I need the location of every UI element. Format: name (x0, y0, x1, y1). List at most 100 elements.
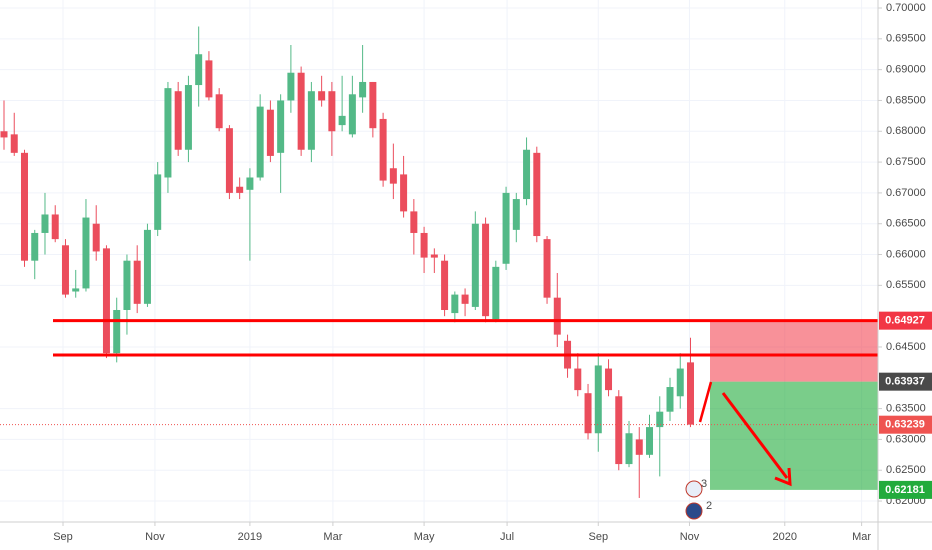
candle-body (420, 232, 428, 258)
candle-body (164, 88, 172, 178)
candle-body (266, 109, 274, 156)
candle-body (225, 128, 233, 193)
candle-body (492, 266, 500, 320)
x-tick-label: Nov (680, 531, 700, 543)
price-tag-label: 0.63239 (885, 419, 925, 431)
candle-body (369, 81, 377, 129)
candle-body (553, 297, 561, 335)
candle-body (51, 214, 59, 240)
candles (0, 26, 694, 498)
y-tick-label: 0.68000 (886, 125, 926, 137)
y-tick-label: 0.69500 (886, 33, 926, 45)
price-tag-label: 0.64927 (885, 315, 925, 327)
price-tag-label: 0.63937 (885, 376, 925, 388)
candle-body (236, 186, 244, 193)
candle-body (102, 248, 110, 354)
price-tag (879, 480, 932, 499)
y-tick-label: 0.66500 (886, 218, 926, 230)
candle-body (686, 362, 694, 425)
x-tick-label: Sep (53, 531, 73, 543)
candle-body (72, 288, 80, 292)
candle-body (533, 152, 541, 237)
event-count: 2 (706, 500, 712, 512)
candle-body (543, 239, 551, 298)
candle-body (482, 223, 490, 317)
x-tick-label: Nov (145, 531, 165, 543)
candle-body (277, 100, 285, 153)
candle-body (143, 229, 151, 304)
candle-body (400, 174, 408, 212)
x-tick-label: Sep (588, 531, 608, 543)
x-tick-label: Jul (500, 531, 514, 543)
candle-body (615, 396, 623, 465)
y-tick-label: 0.67500 (886, 156, 926, 168)
candle-body (389, 168, 397, 184)
candle-body (205, 60, 213, 98)
candle-body (0, 131, 8, 138)
candle-body (318, 91, 326, 101)
y-tick-label: 0.64500 (886, 341, 926, 353)
candle-body (287, 72, 295, 101)
price-tag (879, 311, 932, 330)
candle-body (523, 149, 531, 200)
x-tick-label: 2020 (773, 531, 797, 543)
arrow-head (774, 467, 792, 487)
candle-body (656, 411, 664, 428)
candle-body (92, 223, 100, 252)
candle-body (635, 439, 643, 455)
candle-body (41, 214, 49, 233)
candle-body (625, 433, 633, 465)
candle-body (451, 294, 459, 314)
x-tick-label: Mar (323, 531, 342, 543)
candle-body (20, 152, 28, 261)
candle-body (174, 91, 182, 150)
candle-body (646, 427, 654, 455)
candle-body (605, 368, 613, 391)
target-zone (710, 381, 878, 490)
candle-body (379, 118, 387, 181)
candle-body (297, 72, 305, 150)
candle-body (666, 387, 674, 412)
candle-body (410, 211, 418, 233)
price-tag-label: 0.62181 (885, 484, 925, 496)
candle-body (512, 199, 520, 230)
x-tick-label: 2019 (238, 531, 262, 543)
y-tick-label: 0.62500 (886, 464, 926, 476)
candle-body (359, 81, 367, 98)
candle-body (31, 232, 39, 261)
trend-stroke (698, 381, 713, 423)
y-tick-label: 0.70000 (886, 2, 926, 14)
candle-body (584, 393, 592, 434)
candle-body (328, 91, 336, 132)
candle-body (307, 91, 315, 150)
price-tag (879, 372, 932, 391)
candle-body (246, 177, 254, 190)
y-tick-label: 0.69000 (886, 64, 926, 76)
candle-body (82, 217, 90, 289)
candle-body (338, 115, 346, 126)
x-tick-label: May (414, 531, 435, 543)
candle-body (441, 260, 449, 310)
candle-body (215, 94, 223, 129)
event-icon[interactable] (685, 480, 703, 498)
y-tick-label: 0.66000 (886, 248, 926, 260)
y-tick-label: 0.63000 (886, 433, 926, 445)
candle-body (676, 368, 684, 397)
arrow-shaft (721, 392, 789, 479)
position-zones (710, 320, 878, 490)
candle-body (594, 365, 602, 434)
candle-body (154, 174, 162, 230)
y-tick-label: 0.65500 (886, 279, 926, 291)
candle-body (123, 260, 131, 310)
overlays (0, 319, 878, 426)
candle-body (61, 245, 69, 295)
candle-body (502, 192, 510, 264)
candle-body (461, 294, 469, 304)
x-tick-label: Mar (852, 531, 871, 543)
event-icon[interactable] (685, 502, 703, 520)
price-tag (879, 415, 932, 434)
candle-body (471, 223, 479, 307)
candle-body (133, 260, 141, 304)
candle-body (195, 54, 203, 86)
